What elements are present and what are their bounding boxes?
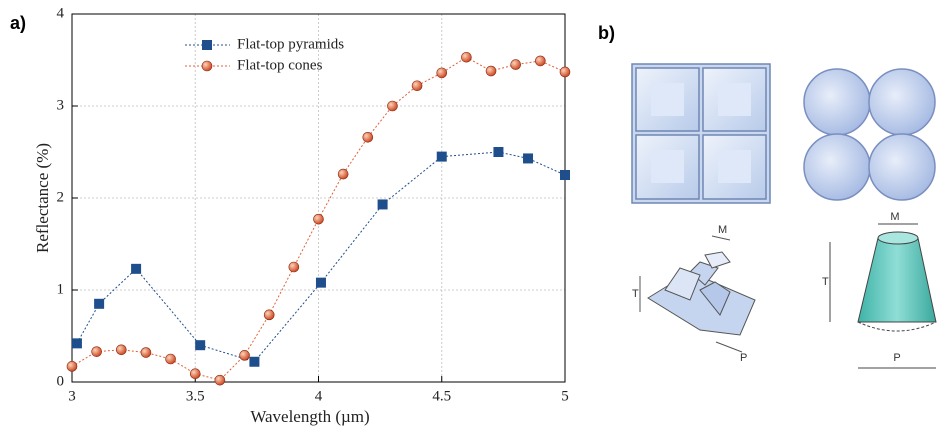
data-point [214, 374, 226, 386]
data-point [288, 261, 300, 273]
dimension-label: M [890, 211, 899, 223]
data-point [131, 263, 142, 274]
panel-b: b) T P M T M P [598, 23, 937, 369]
legend-label: Flat-top pyramids [237, 36, 344, 52]
data-point [377, 199, 388, 210]
data-point [66, 361, 78, 372]
x-axis-label: Wavelength (µm) [250, 407, 369, 426]
y-tick-label: 0 [57, 373, 65, 389]
data-point [94, 298, 105, 309]
x-tick-label: 5 [561, 388, 569, 404]
data-point [559, 66, 571, 78]
pyramid-unit: T P M [632, 224, 756, 364]
data-point [523, 153, 534, 164]
data-point [313, 213, 324, 225]
data-point [387, 100, 398, 112]
data-point [436, 67, 448, 79]
series-line [76, 151, 566, 363]
panel-label: a) [10, 13, 26, 33]
y-axis-label: Reflectance (%) [33, 143, 52, 253]
data-point [195, 340, 206, 351]
y-tick-label: 2 [57, 189, 65, 205]
dimension-label: P [893, 352, 900, 364]
data-point [560, 170, 570, 180]
dimension-label: M [718, 224, 727, 236]
data-point [510, 59, 522, 70]
cone-array [803, 68, 936, 201]
data-point [461, 51, 472, 63]
data-point [189, 368, 201, 380]
x-tick-label: 3 [68, 388, 76, 404]
data-point [535, 55, 546, 67]
legend-label: Flat-top cones [237, 57, 323, 73]
data-point [71, 338, 82, 349]
panel-label: b) [598, 23, 615, 43]
data-point [91, 346, 102, 357]
data-point [239, 350, 250, 361]
y-tick-label: 1 [57, 281, 65, 297]
dimension-label: T [822, 276, 829, 288]
dimension-label: P [740, 352, 747, 364]
x-tick-label: 4 [315, 388, 323, 404]
data-point [337, 168, 349, 180]
chart: a) Wavelength (µm) Reflectance (%) [10, 13, 370, 426]
pyramid-array [631, 63, 771, 204]
cone-unit: T M P [822, 211, 937, 369]
x-tick-label: 4.5 [432, 388, 451, 404]
data-point [263, 309, 275, 321]
data-point [493, 147, 504, 157]
data-point [165, 353, 176, 365]
x-tick-label: 3.5 [186, 388, 205, 404]
legend-marker [201, 60, 213, 72]
plot-frame [71, 13, 566, 383]
data-point [116, 344, 127, 356]
data-point [140, 347, 152, 358]
data-point [362, 131, 374, 143]
y-tick-label: 3 [57, 97, 65, 113]
data-point [485, 65, 497, 77]
data-point [249, 356, 260, 367]
data-point [411, 80, 423, 92]
y-tick-label: 4 [57, 5, 65, 21]
data-point [315, 277, 326, 288]
dimension-label: T [632, 288, 639, 300]
legend-marker [202, 40, 212, 50]
data-point [436, 151, 447, 162]
